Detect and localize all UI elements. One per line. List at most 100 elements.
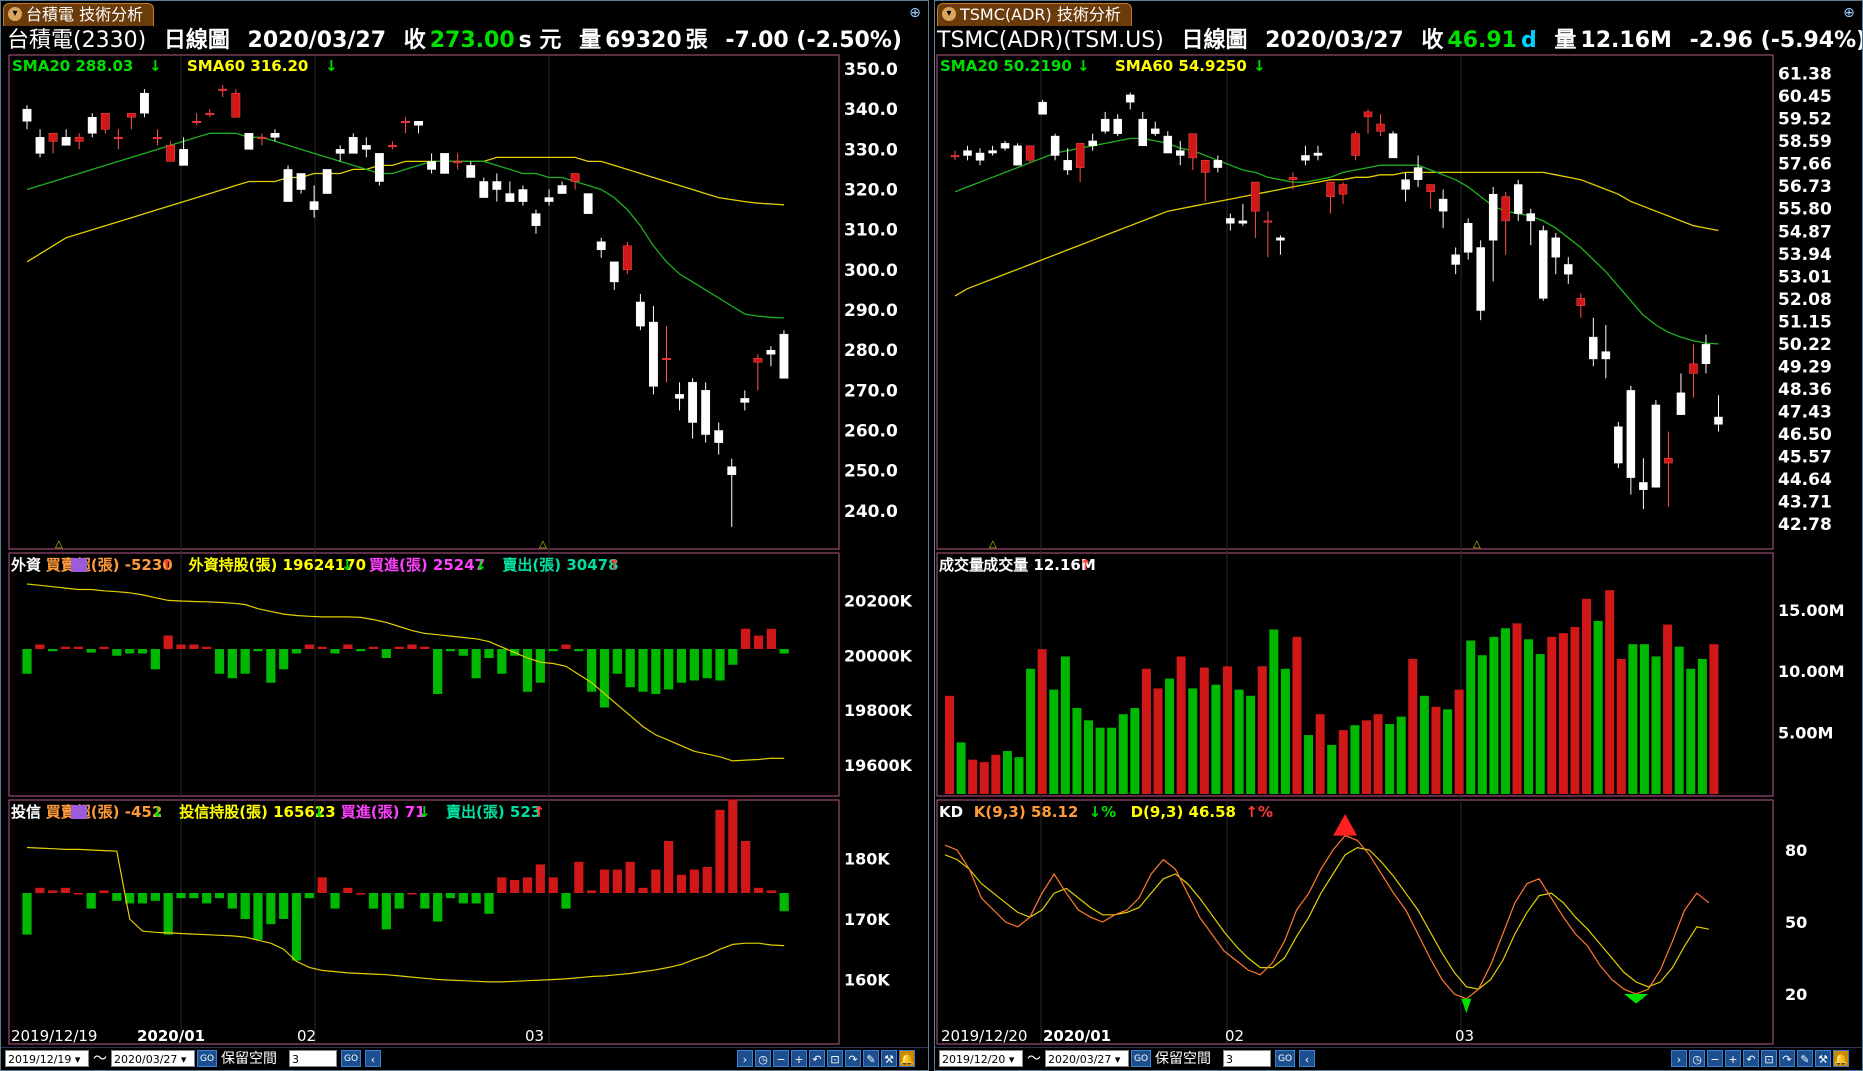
trust-net-bar [702, 867, 712, 893]
tools-icon[interactable]: ⚒ [1815, 1050, 1831, 1067]
reserve-go-button[interactable]: GO [341, 1050, 361, 1067]
trust-net-bar [676, 874, 687, 893]
trust-net-bar [150, 893, 160, 901]
price-tick-label: 53.94 [1778, 245, 1832, 265]
go-button[interactable]: GO [1131, 1050, 1151, 1067]
volume-bar [1165, 678, 1175, 794]
candle-body [975, 152, 985, 161]
clock-icon[interactable]: ◷ [1689, 1050, 1705, 1067]
close-value: 273.00 [429, 28, 515, 53]
sma20-legend: SMA20 50.2190 [940, 57, 1072, 75]
candle-body [1213, 160, 1223, 168]
reserve-go-button[interactable]: GO [1275, 1050, 1295, 1067]
volume-tick-label: 5.00M [1778, 724, 1833, 743]
sma60-line [26, 156, 784, 263]
candle-body [779, 333, 789, 379]
zoom-icon[interactable]: ⊕ [909, 5, 921, 21]
trust-net-bar [176, 893, 186, 899]
settings-icon[interactable]: ✎ [1797, 1050, 1813, 1067]
volume-bar [1107, 727, 1117, 794]
candle-body [1063, 160, 1072, 171]
date-from-select[interactable]: 2019/12/20 ▾ [939, 1050, 1023, 1067]
candle-body [387, 145, 397, 148]
volume-bar [1558, 633, 1568, 794]
trust-net-bar [638, 887, 648, 893]
redo-icon[interactable]: ↷ [1779, 1050, 1795, 1067]
reserve-space-input[interactable]: 3 [1223, 1050, 1271, 1067]
bottom-toolbar: 2019/12/19 ▾ ～ 2020/03/27 ▾ GO 保留空間 3 GO… [1, 1047, 928, 1070]
tools-icon[interactable]: ⚒ [881, 1050, 897, 1067]
fit-icon[interactable]: ⊡ [827, 1050, 843, 1067]
legend-item: 外資 [10, 556, 41, 574]
volume-bar [1582, 598, 1592, 794]
redo-icon[interactable]: ↷ [845, 1050, 861, 1067]
go-button[interactable]: GO [197, 1050, 217, 1067]
volume-bar [1083, 720, 1094, 794]
zoom-in-icon[interactable]: + [1725, 1050, 1741, 1067]
price-tick-label: 57.66 [1778, 155, 1832, 175]
x-axis-label: 02 [1225, 1027, 1244, 1045]
volume-value: 12.16M [1580, 28, 1672, 53]
scroll-left-icon[interactable]: ‹ [365, 1050, 381, 1067]
scroll-right-icon[interactable]: › [1671, 1050, 1687, 1067]
sma20-line [26, 132, 784, 319]
trust-net-bar [330, 893, 340, 909]
candle-body [1288, 177, 1298, 180]
zoom-in-icon[interactable]: + [791, 1050, 807, 1067]
bottom-pane [936, 799, 1774, 1045]
price-tick-label: 61.38 [1778, 65, 1832, 85]
date-to-select[interactable]: 2020/03/27 ▾ [1045, 1050, 1129, 1067]
undo-icon[interactable]: ↶ [809, 1050, 825, 1067]
candle-body [1413, 167, 1423, 180]
trust-net-bar [625, 861, 635, 893]
scroll-left-icon[interactable]: ‹ [1299, 1050, 1315, 1067]
alert-bell-icon[interactable]: 🔔 [899, 1050, 915, 1067]
candle-body [531, 213, 541, 226]
date-to-select[interactable]: 2020/03/27 ▾ [111, 1050, 195, 1067]
undo-icon[interactable]: ↶ [1743, 1050, 1759, 1067]
fit-icon[interactable]: ⊡ [1761, 1050, 1777, 1067]
zoom-icon[interactable]: ⊕ [1843, 5, 1855, 21]
legend-item: D(9,3) 46.58 [1131, 803, 1236, 821]
date-from-select[interactable]: 2019/12/19 ▾ [5, 1050, 89, 1067]
window-tab[interactable]: ▾ TSMC(ADR) 技術分析 [937, 3, 1132, 26]
candle-body [1113, 118, 1122, 134]
legend-item: 投信持股(張) 165623 [179, 803, 336, 821]
price-tick-label: 60.45 [1778, 87, 1832, 107]
scroll-right-icon[interactable]: › [737, 1050, 753, 1067]
volume-bar [1153, 688, 1163, 794]
trust-net-bar [48, 890, 58, 893]
foreign-net-bar [317, 646, 327, 649]
volume-bar [945, 695, 955, 794]
volume-bar [1199, 667, 1209, 794]
foreign-net-bar [22, 649, 32, 674]
volume-bar [1072, 708, 1082, 794]
candle-body [1601, 351, 1611, 360]
tab-dropdown-icon[interactable]: ▾ [942, 7, 956, 21]
foreign-net-bar [176, 644, 186, 649]
close-label: 收 [1421, 28, 1444, 53]
candle-body [361, 145, 371, 150]
zoom-out-icon[interactable]: − [773, 1050, 789, 1067]
sma20-legend-arrow: ↓ [1077, 57, 1090, 75]
tab-dropdown-icon[interactable]: ▾ [8, 7, 22, 21]
foreign-net-bar [291, 649, 302, 654]
foreign-net-bar [368, 646, 379, 649]
reserve-space-input[interactable]: 3 [289, 1050, 337, 1067]
foreign-net-bar [702, 649, 712, 679]
trust-net-bar [587, 890, 597, 893]
candle-body [153, 137, 162, 140]
candle-body [113, 137, 123, 140]
candle-body [1501, 196, 1510, 222]
zoom-out-icon[interactable]: − [1707, 1050, 1723, 1067]
trust-net-bar [651, 869, 661, 893]
settings-icon[interactable]: ✎ [863, 1050, 879, 1067]
candle-body [309, 201, 319, 210]
alert-bell-icon[interactable]: 🔔 [1833, 1050, 1849, 1067]
candle-body [218, 88, 228, 91]
window-tab[interactable]: ▾ 台積電 技術分析 [3, 3, 155, 26]
candle-body [257, 137, 267, 140]
trust-net-bar [753, 887, 764, 893]
volume-tick-label: 15.00M [1778, 601, 1845, 620]
clock-icon[interactable]: ◷ [755, 1050, 771, 1067]
